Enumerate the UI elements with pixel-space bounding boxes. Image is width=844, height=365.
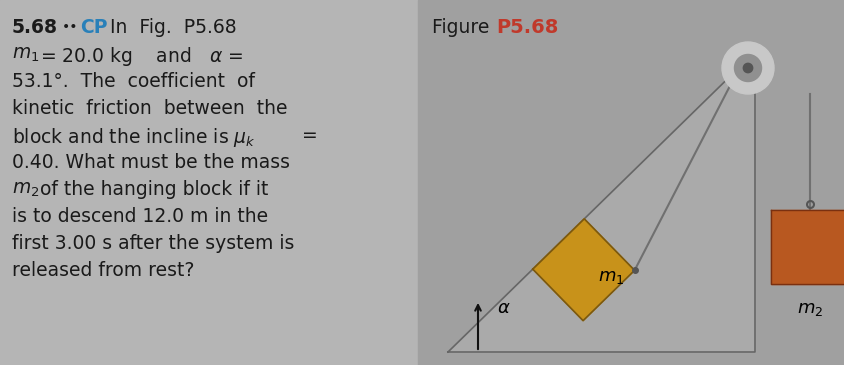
Text: first 3.00 s after the system is: first 3.00 s after the system is — [12, 234, 294, 253]
Bar — [0, 0, 418, 365]
Text: $\alpha$: $\alpha$ — [496, 299, 510, 317]
Text: 53.1°.  The  coefficient  of: 53.1°. The coefficient of — [12, 72, 255, 91]
Text: $m_1$: $m_1$ — [12, 45, 40, 64]
Circle shape — [743, 63, 752, 73]
Text: $m_1$: $m_1$ — [598, 268, 624, 287]
Text: 5.68: 5.68 — [12, 18, 58, 37]
Text: P5.68: P5.68 — [495, 18, 558, 37]
Text: =: = — [301, 126, 317, 145]
Bar — [770, 210, 844, 284]
Text: In  Fig.  P5.68: In Fig. P5.68 — [110, 18, 236, 37]
Circle shape — [733, 54, 760, 81]
Text: CP: CP — [80, 18, 107, 37]
Text: ••: •• — [62, 20, 78, 34]
Text: is to descend 12.0 m in the: is to descend 12.0 m in the — [12, 207, 268, 226]
Polygon shape — [532, 219, 634, 321]
Text: 0.40. What must be the mass: 0.40. What must be the mass — [12, 153, 289, 172]
Circle shape — [721, 42, 773, 94]
Text: released from rest?: released from rest? — [12, 261, 194, 280]
Text: block and the incline is $\mu_k$: block and the incline is $\mu_k$ — [12, 126, 256, 149]
Text: = 20.0 kg    and   $\alpha$ =: = 20.0 kg and $\alpha$ = — [40, 45, 243, 68]
Text: kinetic  friction  between  the: kinetic friction between the — [12, 99, 287, 118]
Polygon shape — [447, 52, 754, 352]
Text: $m_2$: $m_2$ — [12, 180, 40, 199]
Text: $m_2$: $m_2$ — [796, 300, 822, 318]
Text: Figure: Figure — [431, 18, 495, 37]
Text: of the hanging block if it: of the hanging block if it — [40, 180, 268, 199]
Bar — [418, 0, 844, 365]
